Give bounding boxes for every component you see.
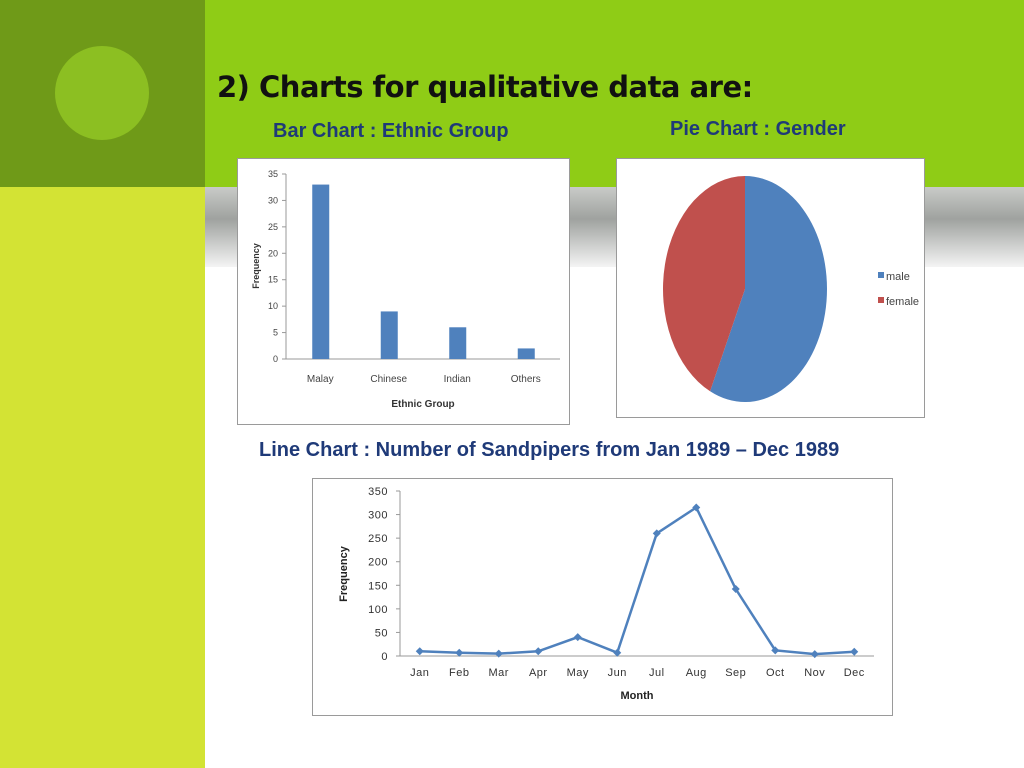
data-point-may bbox=[573, 633, 582, 642]
pie-chart-heading: Pie Chart : Gender bbox=[670, 118, 846, 140]
x-tick-label: Aug bbox=[686, 667, 707, 679]
x-tick-label: Dec bbox=[844, 667, 865, 679]
line-chart: 0 50 100 150 200 250 300 350 Jan Feb Mar Apr May Jun J… bbox=[312, 478, 893, 716]
y-axis-label: Frequency bbox=[338, 545, 350, 602]
x-tick-label: May bbox=[567, 667, 589, 679]
y-tick-label: 200 bbox=[368, 557, 388, 569]
bar-chart: 0 5 10 15 20 25 30 35 Malay Chinese Indian Others Et… bbox=[237, 158, 570, 425]
legend-label-female: female bbox=[886, 296, 919, 308]
y-tick-label: 0 bbox=[381, 651, 388, 663]
x-tick-label: Mar bbox=[489, 667, 509, 679]
x-tick-label: Nov bbox=[804, 667, 825, 679]
data-line bbox=[419, 505, 855, 656]
data-point-oct bbox=[771, 646, 780, 655]
slide-title: 2) Charts for qualitative data are: bbox=[217, 70, 753, 104]
y-tick-label: 30 bbox=[268, 195, 278, 205]
y-tick-label: 250 bbox=[368, 533, 388, 545]
x-tick-label: Feb bbox=[449, 667, 469, 679]
y-tick-label: 25 bbox=[268, 222, 278, 232]
data-point-nov bbox=[810, 650, 819, 659]
y-tick-label: 350 bbox=[368, 486, 388, 498]
x-tick-label: Jun bbox=[608, 667, 627, 679]
x-tick-label: Malay bbox=[307, 374, 334, 385]
y-tick-label: 20 bbox=[268, 248, 278, 258]
y-tick-label: 100 bbox=[368, 604, 388, 616]
x-tick-label: Others bbox=[511, 374, 541, 385]
data-point-apr bbox=[534, 647, 543, 656]
bar-chinese bbox=[380, 311, 398, 359]
y-axis-label: Frequency bbox=[251, 243, 261, 289]
data-point-aug bbox=[692, 503, 701, 512]
bar-indian bbox=[449, 327, 467, 359]
data-point-mar bbox=[494, 649, 503, 658]
y-tick-label: 35 bbox=[268, 169, 278, 179]
data-point-jul bbox=[652, 529, 661, 538]
x-axis-label: Month bbox=[621, 690, 654, 702]
decorative-circle bbox=[55, 46, 149, 140]
x-tick-label: Sep bbox=[725, 667, 746, 679]
data-point-jun bbox=[613, 648, 622, 657]
pie-slice-female bbox=[663, 176, 745, 392]
y-tick-label: 150 bbox=[368, 580, 388, 592]
pie-chart: male female bbox=[616, 158, 925, 418]
header-band bbox=[205, 0, 1024, 187]
line-chart-heading: Line Chart : Number of Sandpipers from J… bbox=[259, 439, 840, 461]
x-axis-label: Ethnic Group bbox=[391, 399, 454, 410]
data-point-dec bbox=[850, 647, 859, 656]
legend-swatch-female bbox=[878, 297, 884, 303]
pie-slice-male bbox=[710, 176, 827, 402]
bar-others bbox=[517, 348, 535, 359]
legend-label-male: male bbox=[886, 271, 910, 283]
x-tick-label: Indian bbox=[444, 374, 471, 385]
y-tick-label: 300 bbox=[368, 510, 388, 522]
x-tick-label: Apr bbox=[529, 667, 548, 679]
data-point-sep bbox=[731, 585, 740, 594]
x-tick-label: Oct bbox=[766, 667, 785, 679]
data-point-jan bbox=[415, 647, 424, 656]
y-tick-label: 0 bbox=[273, 354, 278, 364]
x-tick-label: Jan bbox=[410, 667, 429, 679]
side-bar bbox=[0, 187, 205, 768]
y-tick-label: 10 bbox=[268, 301, 278, 311]
x-tick-label: Chinese bbox=[370, 374, 407, 385]
y-tick-label: 50 bbox=[375, 627, 388, 639]
bar-chart-heading: Bar Chart : Ethnic Group bbox=[273, 120, 509, 142]
legend-swatch-male bbox=[878, 272, 884, 278]
data-point-feb bbox=[455, 648, 464, 657]
y-tick-label: 15 bbox=[268, 275, 278, 285]
y-tick-label: 5 bbox=[273, 328, 278, 338]
bar-malay bbox=[312, 184, 330, 359]
x-tick-label: Jul bbox=[649, 667, 665, 679]
